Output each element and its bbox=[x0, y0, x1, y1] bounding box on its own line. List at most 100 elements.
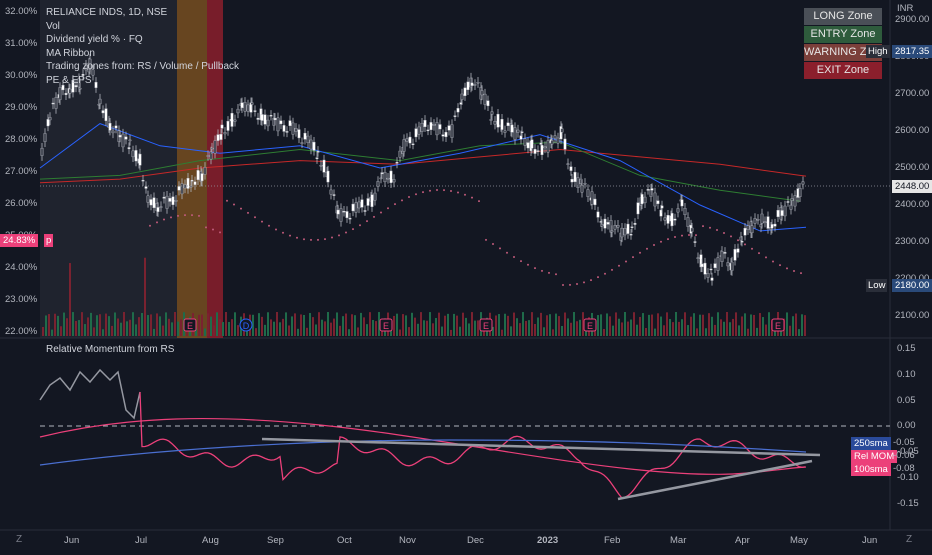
volume-bar bbox=[549, 314, 551, 336]
volume-bar bbox=[795, 313, 797, 336]
volume-bar bbox=[501, 329, 503, 336]
candle-body bbox=[580, 184, 584, 193]
time-axis-tick: Jun bbox=[862, 535, 878, 546]
ma-green-line bbox=[39, 141, 801, 202]
legend-vol[interactable]: Vol bbox=[46, 20, 60, 32]
candle-body bbox=[77, 78, 81, 88]
volume-bar bbox=[708, 313, 710, 336]
candle-body bbox=[395, 162, 399, 164]
volume-bar bbox=[717, 312, 719, 336]
candle-body bbox=[118, 135, 122, 138]
sma250-tag-label: 250sma bbox=[851, 437, 891, 450]
volume-bar bbox=[753, 314, 755, 336]
candle-body bbox=[473, 84, 477, 86]
volume-bar bbox=[552, 329, 554, 336]
volume-bar bbox=[417, 323, 419, 336]
candle-body bbox=[127, 147, 131, 150]
legend-trading-zones[interactable]: Trading zones from: RS / Volume / Pullba… bbox=[46, 61, 240, 72]
candle-body bbox=[593, 198, 597, 206]
volume-bar bbox=[201, 314, 203, 336]
legend-dividend[interactable]: Dividend yield % · FQ bbox=[46, 34, 143, 45]
volume-bar bbox=[597, 315, 599, 336]
candle-body bbox=[240, 102, 244, 109]
pe-dot bbox=[352, 228, 354, 231]
volume-bar bbox=[237, 325, 239, 336]
candle-body bbox=[723, 252, 727, 254]
candle-body bbox=[408, 136, 412, 144]
candle-body bbox=[790, 198, 794, 201]
volume-bar bbox=[759, 313, 761, 336]
candle-body bbox=[146, 195, 150, 203]
candle-body bbox=[294, 128, 298, 132]
candle-body bbox=[466, 81, 470, 90]
pe-dot bbox=[492, 243, 494, 246]
candle-body bbox=[743, 227, 747, 236]
candle-body bbox=[566, 163, 570, 165]
legend-pe-eps[interactable]: PE & EPS bbox=[46, 74, 92, 86]
volume-bar bbox=[768, 312, 770, 336]
candle-body bbox=[392, 179, 396, 183]
volume-bar bbox=[441, 326, 443, 336]
candle-body bbox=[48, 117, 52, 121]
volume-bar bbox=[156, 313, 158, 336]
candle-body bbox=[740, 241, 744, 243]
zoom-left-button[interactable]: Z bbox=[16, 534, 23, 545]
pe-dot bbox=[457, 191, 459, 194]
dividend-axis-tick: 29.00% bbox=[5, 102, 38, 113]
candle-body bbox=[114, 125, 118, 129]
volume-bar bbox=[405, 315, 407, 336]
pe-dot bbox=[282, 231, 284, 234]
volume-bar bbox=[621, 322, 623, 336]
volume-bar bbox=[765, 324, 767, 336]
pe-dot bbox=[464, 193, 466, 196]
candle-body bbox=[326, 170, 330, 183]
candle-body bbox=[746, 225, 750, 230]
volume-bar bbox=[303, 314, 305, 336]
dividend-axis-tick: 28.00% bbox=[5, 134, 38, 145]
volume-bar bbox=[546, 315, 548, 336]
candle-body bbox=[285, 131, 289, 133]
volume-bar bbox=[330, 322, 332, 336]
candle-body bbox=[351, 203, 355, 212]
candle-body bbox=[376, 181, 380, 187]
pe-dot bbox=[541, 269, 543, 272]
volume-bar bbox=[681, 319, 683, 336]
pe-dot bbox=[212, 228, 214, 231]
volume-bar bbox=[444, 315, 446, 336]
volume-bar bbox=[117, 318, 119, 336]
pe-dot bbox=[534, 267, 536, 270]
pe-dot bbox=[163, 218, 165, 221]
pe-dot bbox=[716, 229, 718, 232]
volume-bar bbox=[81, 312, 83, 336]
dividend-axis-tick: 27.00% bbox=[5, 166, 38, 177]
time-axis-tick: Sep bbox=[267, 535, 284, 546]
legend-ma-ribbon[interactable]: MA Ribbon bbox=[46, 47, 95, 59]
candle-body bbox=[269, 115, 273, 117]
candle-body bbox=[432, 124, 436, 126]
time-axis-tick: Dec bbox=[467, 535, 484, 546]
candle-body bbox=[736, 248, 740, 253]
volume-bar bbox=[135, 324, 137, 336]
event-marker bbox=[771, 318, 785, 332]
candle-body bbox=[610, 230, 614, 233]
legend-symbol[interactable]: RELIANCE INDS, 1D, NSE bbox=[46, 7, 168, 18]
pe-dot bbox=[660, 240, 662, 243]
candle-body bbox=[456, 108, 460, 113]
event-marker bbox=[379, 318, 393, 332]
zoom-right-button[interactable]: Z bbox=[906, 534, 913, 545]
lower-axis-tick: -0.15 bbox=[897, 497, 919, 509]
volume-bar bbox=[138, 317, 140, 336]
relmom-tag-label: Rel MOM bbox=[851, 450, 898, 463]
pe-dot bbox=[275, 228, 277, 231]
candle-body bbox=[81, 74, 85, 76]
volume-bar bbox=[435, 318, 437, 336]
volume-bar bbox=[465, 317, 467, 336]
volume-bar bbox=[420, 312, 422, 336]
candle-body bbox=[203, 167, 207, 175]
volume-bar bbox=[633, 312, 635, 336]
volume-bar bbox=[48, 314, 50, 336]
candle-body bbox=[733, 249, 737, 261]
lower-axis-tick: 0.05 bbox=[897, 394, 916, 406]
